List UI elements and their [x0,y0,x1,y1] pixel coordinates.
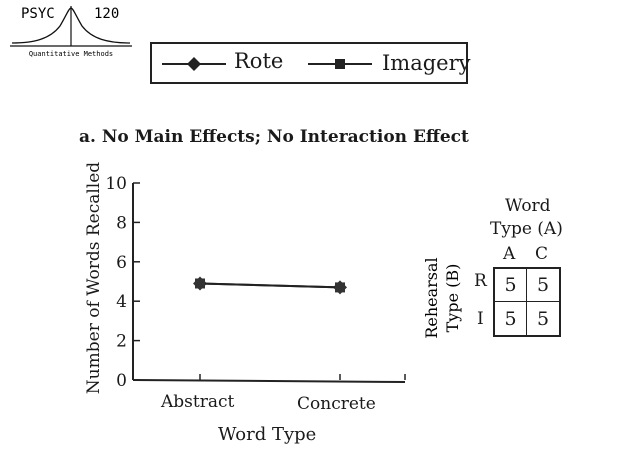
y-tick-label-2: 2 [116,332,127,352]
logo-number: 120 [94,6,119,22]
y-ticks: 0 2 4 6 8 10 [105,174,140,391]
y-tick-label-0: 0 [116,371,127,391]
x-tick-abstract: Abstract [160,392,234,412]
table-col-title-2: Type (A) [490,219,563,239]
cell-means-table: 5 5 5 5 [493,267,561,337]
table-cell-r-a: 5 [495,269,527,302]
table-row-label-r: R [474,271,487,291]
y-axis-label: Number of Words Recalled [84,162,104,394]
point-imagery-concrete [335,282,345,293]
y-tick-label-10: 10 [105,174,127,194]
logo-course: PSYC [21,6,55,22]
series-line-imagery [199,282,341,289]
y-tick-label-6: 6 [116,253,127,273]
legend-rote-label: Rote [234,49,284,73]
table-cell-i-c: 5 [536,307,550,330]
table-cell-r-c: 5 [527,269,559,302]
logo-subtitle: Quantitative Methods [29,50,113,58]
series-layer [193,276,347,295]
legend-imagery-label: Imagery [382,51,471,75]
table-col-label-a: A [503,244,516,264]
x-axis-label: Word Type [218,424,316,445]
table-col-label-c: C [535,244,549,264]
course-logo: PSYC 120 Quantitative Methods [10,6,132,58]
chart-legend [150,42,468,84]
x-axis-line [132,379,406,383]
y-tick-label-8: 8 [116,213,127,233]
table-col-title-1: Word [505,196,551,216]
chart-axes [132,183,406,383]
y-tick-label-4: 4 [116,292,127,312]
chart-title: a. No Main Effects; No Interaction Effec… [79,127,469,147]
table-row-label-i: I [477,309,484,329]
x-tick-concrete: Concrete [297,394,376,414]
table-cell-i-a: 5 [495,302,527,335]
point-imagery-abstract [195,278,205,289]
